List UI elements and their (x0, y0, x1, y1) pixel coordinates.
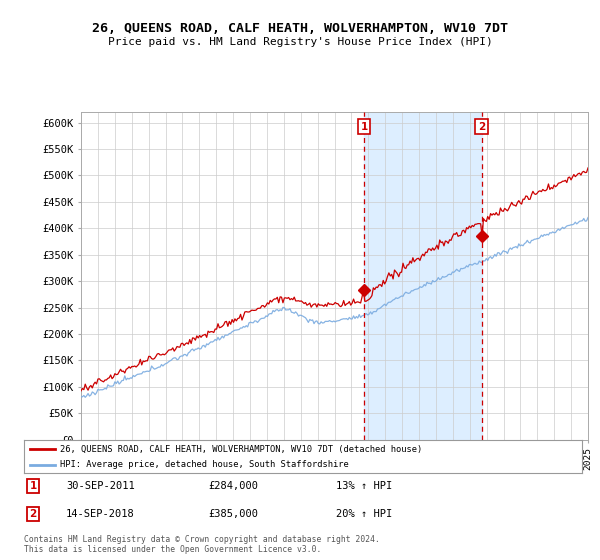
Text: £385,000: £385,000 (208, 509, 258, 519)
Text: 26, QUEENS ROAD, CALF HEATH, WOLVERHAMPTON, WV10 7DT (detached house): 26, QUEENS ROAD, CALF HEATH, WOLVERHAMPT… (60, 445, 422, 454)
Text: 1: 1 (29, 481, 37, 491)
Text: 13% ↑ HPI: 13% ↑ HPI (337, 481, 393, 491)
Text: Contains HM Land Registry data © Crown copyright and database right 2024.
This d: Contains HM Land Registry data © Crown c… (24, 535, 380, 554)
Text: 20% ↑ HPI: 20% ↑ HPI (337, 509, 393, 519)
Text: 30-SEP-2011: 30-SEP-2011 (66, 481, 134, 491)
Text: Price paid vs. HM Land Registry's House Price Index (HPI): Price paid vs. HM Land Registry's House … (107, 37, 493, 47)
Text: 26, QUEENS ROAD, CALF HEATH, WOLVERHAMPTON, WV10 7DT: 26, QUEENS ROAD, CALF HEATH, WOLVERHAMPT… (92, 21, 508, 35)
Text: 2: 2 (478, 122, 485, 132)
Text: 2: 2 (29, 509, 37, 519)
Text: £284,000: £284,000 (208, 481, 258, 491)
Text: 14-SEP-2018: 14-SEP-2018 (66, 509, 134, 519)
Text: 1: 1 (361, 122, 368, 132)
Bar (364, 112, 482, 440)
Text: HPI: Average price, detached house, South Staffordshire: HPI: Average price, detached house, Sout… (60, 460, 349, 469)
